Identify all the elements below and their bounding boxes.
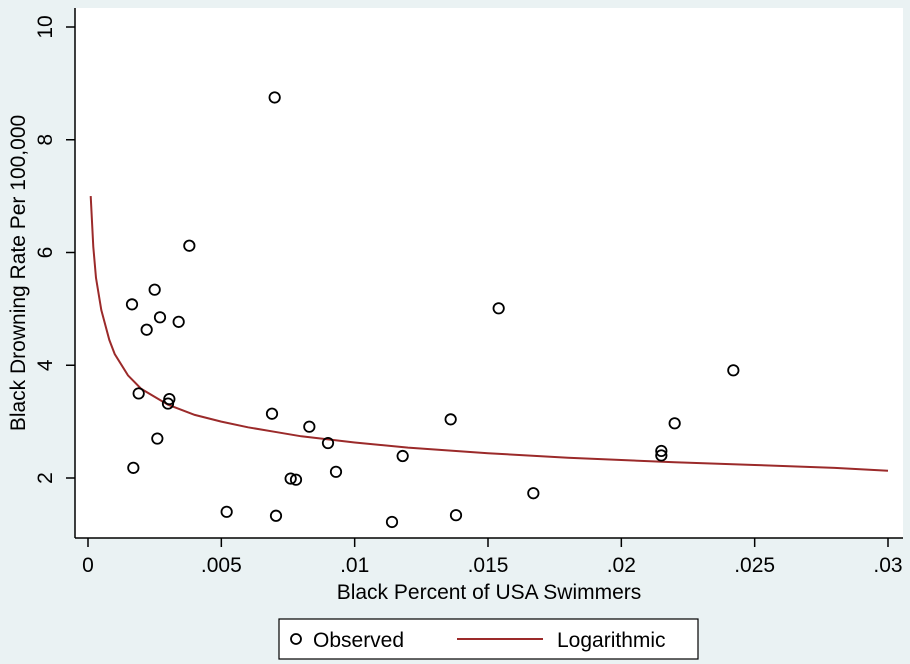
observed-point: [153, 311, 167, 324]
y-tick-label: 6: [34, 247, 57, 259]
observed-point: [396, 449, 409, 463]
observed-point: [132, 387, 145, 400]
y-tick-label: 10: [34, 15, 57, 38]
observed-point: [385, 515, 399, 529]
x-tick-label: .03: [873, 554, 902, 577]
observed-point: [321, 436, 335, 450]
legend-logarithmic-label: Logarithmic: [557, 629, 666, 652]
observed-point: [163, 392, 176, 406]
observed-point: [527, 487, 540, 500]
legend-observed-label: Observed: [313, 629, 404, 652]
observed-point: [151, 432, 164, 445]
x-tick-label: .02: [607, 554, 636, 577]
y-axis-label: Black Drowning Rate Per 100,000: [7, 115, 30, 431]
observed-point: [329, 465, 343, 478]
legend-observed-marker: [290, 633, 302, 645]
observed-point: [303, 420, 316, 433]
logarithmic-fit-line: [89, 196, 889, 472]
observed-point: [140, 323, 153, 336]
observed-point: [727, 364, 740, 377]
observed-point: [220, 505, 233, 518]
observed-point: [172, 315, 185, 328]
observed-point: [284, 472, 297, 485]
observed-point: [265, 407, 279, 420]
observed-point: [655, 449, 668, 462]
y-tick-label: 2: [34, 472, 57, 484]
y-axis-ticks: 2 4 6 8 10: [34, 15, 75, 484]
x-tick-label: .005: [201, 554, 242, 577]
plot-layer: [89, 91, 889, 529]
x-axis-ticks: 0 .005 .01 .015 .02 .025 .03: [82, 538, 903, 577]
x-tick-label: .01: [340, 554, 369, 577]
legend: Observed Logarithmic: [278, 618, 699, 660]
observed-point: [269, 509, 283, 522]
x-tick-label: .025: [734, 554, 775, 577]
y-tick-label: 4: [34, 359, 57, 371]
plot-area: [75, 8, 903, 538]
observed-point: [668, 417, 681, 430]
observed-point: [444, 413, 457, 426]
observed-point: [492, 302, 505, 315]
observed-point: [125, 298, 139, 311]
observed-point: [655, 444, 668, 458]
observed-point: [268, 91, 281, 104]
observed-point: [127, 461, 140, 474]
x-axis-label: Black Percent of USA Swimmers: [337, 581, 642, 604]
y-tick-label: 8: [34, 134, 57, 146]
observed-point: [148, 283, 161, 296]
observed-point: [183, 239, 196, 252]
x-tick-label: .015: [468, 554, 509, 577]
observed-point: [449, 509, 463, 522]
x-tick-label: 0: [82, 554, 94, 577]
observed-point: [289, 473, 303, 486]
